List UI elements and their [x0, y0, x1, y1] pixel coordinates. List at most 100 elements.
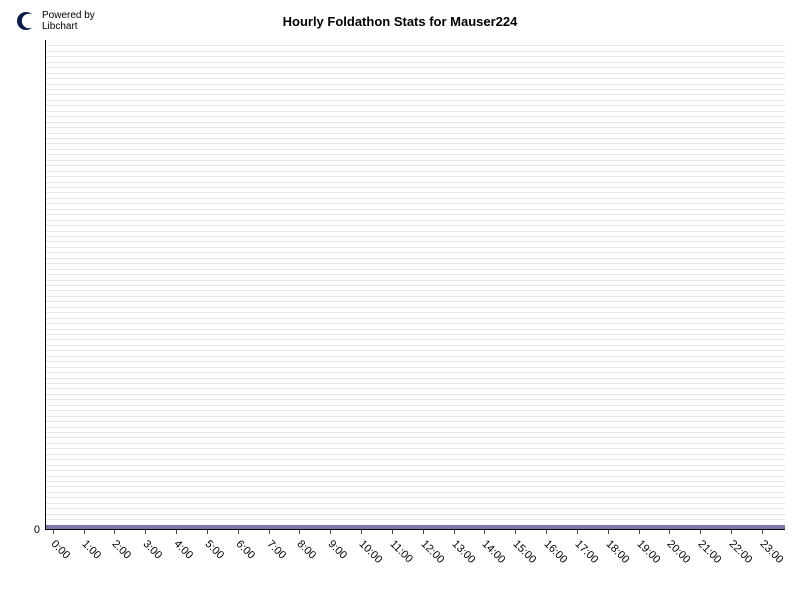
gridline: [45, 301, 785, 302]
gridline: [45, 165, 785, 166]
gridline: [45, 427, 785, 428]
gridline: [45, 198, 785, 199]
gridline: [45, 89, 785, 90]
gridline: [45, 399, 785, 400]
gridline: [45, 416, 785, 417]
gridline: [45, 269, 785, 270]
x-tick-label: 2:00: [110, 538, 134, 562]
chart-plot-area: [45, 40, 785, 530]
x-tick: [546, 530, 547, 534]
gridline: [45, 258, 785, 259]
x-axis-line: [45, 529, 785, 530]
gridline: [45, 247, 785, 248]
gridline: [45, 492, 785, 493]
gridline: [45, 182, 785, 183]
gridline: [45, 459, 785, 460]
gridline: [45, 252, 785, 253]
x-tick: [53, 530, 54, 534]
x-tick: [299, 530, 300, 534]
x-tick-label: 1:00: [79, 538, 103, 562]
gridline: [45, 274, 785, 275]
gridline: [45, 470, 785, 471]
x-tick-label: 19:00: [634, 538, 662, 566]
gridline: [45, 116, 785, 117]
x-tick-label: 23:00: [757, 538, 785, 566]
chart-title: Hourly Foldathon Stats for Mauser224: [0, 14, 800, 29]
gridline: [45, 318, 785, 319]
x-tick: [269, 530, 270, 534]
x-tick-label: 16:00: [542, 538, 570, 566]
gridline: [45, 149, 785, 150]
gridline: [45, 56, 785, 57]
gridline: [45, 100, 785, 101]
gridline: [45, 263, 785, 264]
gridline: [45, 122, 785, 123]
gridline: [45, 350, 785, 351]
x-tick: [330, 530, 331, 534]
gridline: [45, 497, 785, 498]
x-tick: [700, 530, 701, 534]
gridline: [45, 105, 785, 106]
gridline: [45, 432, 785, 433]
gridline: [45, 367, 785, 368]
gridline: [45, 45, 785, 46]
x-tick: [207, 530, 208, 534]
x-tick: [361, 530, 362, 534]
gridline: [45, 290, 785, 291]
gridline: [45, 519, 785, 520]
x-tick-label: 17:00: [572, 538, 600, 566]
x-tick-label: 8:00: [295, 538, 319, 562]
x-tick-label: 18:00: [603, 538, 631, 566]
gridline: [45, 334, 785, 335]
gridline: [45, 307, 785, 308]
gridline: [45, 312, 785, 313]
gridline: [45, 361, 785, 362]
x-tick-label: 20:00: [665, 538, 693, 566]
gridline: [45, 67, 785, 68]
gridline: [45, 160, 785, 161]
x-tick-label: 21:00: [696, 538, 724, 566]
x-tick: [392, 530, 393, 534]
gridline: [45, 176, 785, 177]
gridline: [45, 214, 785, 215]
gridline: [45, 508, 785, 509]
x-tick-label: 10:00: [357, 538, 385, 566]
x-tick: [762, 530, 763, 534]
gridline: [45, 339, 785, 340]
x-tick: [639, 530, 640, 534]
gridline: [45, 443, 785, 444]
x-tick: [238, 530, 239, 534]
gridline: [45, 421, 785, 422]
gridline: [45, 225, 785, 226]
gridline: [45, 465, 785, 466]
x-tick-label: 11:00: [387, 538, 414, 565]
gridline: [45, 285, 785, 286]
x-tick-label: 7:00: [264, 538, 288, 562]
gridline: [45, 73, 785, 74]
gridline: [45, 454, 785, 455]
gridline: [45, 323, 785, 324]
x-tick-label: 3:00: [141, 538, 165, 562]
gridline: [45, 514, 785, 515]
x-tick: [484, 530, 485, 534]
gridline: [45, 448, 785, 449]
gridline: [45, 383, 785, 384]
x-tick-label: 4:00: [172, 538, 196, 562]
gridline: [45, 345, 785, 346]
x-tick: [577, 530, 578, 534]
gridline: [45, 378, 785, 379]
gridline: [45, 62, 785, 63]
x-tick-label: 9:00: [326, 538, 350, 562]
x-tick: [114, 530, 115, 534]
x-tick: [84, 530, 85, 534]
gridline: [45, 280, 785, 281]
gridline: [45, 481, 785, 482]
gridline: [45, 187, 785, 188]
x-tick-label: 15:00: [511, 538, 539, 566]
gridline: [45, 503, 785, 504]
x-tick-label: 13:00: [449, 538, 477, 566]
gridline: [45, 192, 785, 193]
gridline: [45, 111, 785, 112]
gridline: [45, 209, 785, 210]
gridline: [45, 388, 785, 389]
